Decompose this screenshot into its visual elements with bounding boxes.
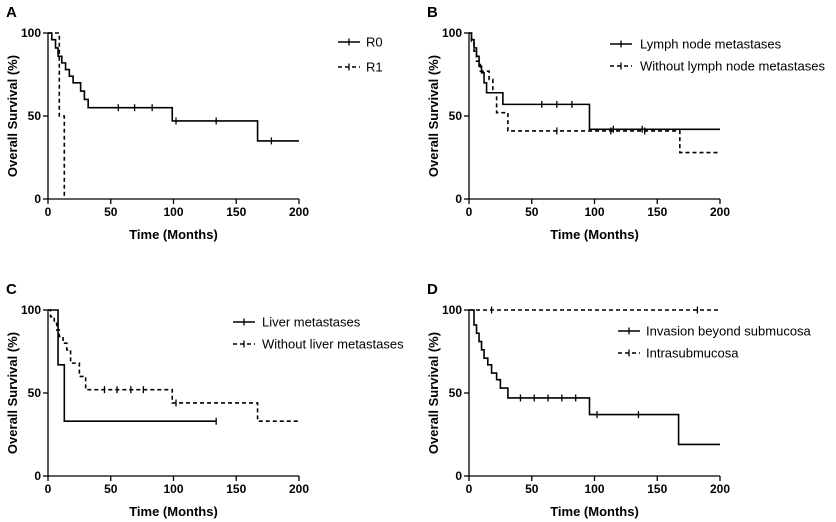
legend-label: Intrasubmucosa bbox=[646, 346, 739, 361]
y-tick-label: 0 bbox=[34, 192, 41, 206]
y-axis-title: Overall Survival (%) bbox=[426, 55, 441, 177]
x-axis-title: Time (Months) bbox=[129, 227, 218, 242]
x-tick-label: 200 bbox=[710, 482, 730, 496]
x-tick-label: 200 bbox=[289, 205, 309, 219]
legend-entry-r1: R1 bbox=[338, 60, 383, 75]
panel-label: D bbox=[427, 281, 438, 298]
x-tick-label: 0 bbox=[45, 482, 52, 496]
x-tick-label: 100 bbox=[584, 205, 604, 219]
y-tick-label: 100 bbox=[442, 26, 462, 40]
x-axis-title: Time (Months) bbox=[550, 504, 639, 519]
legend-label: Without liver metastases bbox=[262, 337, 404, 352]
panel-b: B 0 50 100 150 200 0 50 100 Time (Months) Overall … bbox=[426, 4, 825, 242]
y-tick-label: 100 bbox=[442, 303, 462, 317]
y-axis-title: Overall Survival (%) bbox=[5, 332, 20, 454]
y-tick-label: 100 bbox=[21, 26, 41, 40]
y-axis-title: Overall Survival (%) bbox=[426, 332, 441, 454]
x-tick-label: 200 bbox=[710, 205, 730, 219]
y-tick-label: 100 bbox=[21, 303, 41, 317]
panel-c: C 0 50 100 150 200 0 50 100 Time (Months) Overall … bbox=[5, 281, 404, 519]
legend-label: Lymph node metastases bbox=[640, 37, 782, 52]
y-tick-label: 50 bbox=[28, 386, 42, 400]
panel-a: A 0 50 100 150 200 0 50 100 Time (Months) Overall … bbox=[5, 4, 383, 242]
y-tick-label: 50 bbox=[449, 386, 463, 400]
legend-entry-invasion-beyond-submucosa: Invasion beyond submucosa bbox=[618, 324, 812, 339]
survival-curve-lymph-node-metastases bbox=[469, 32, 720, 131]
x-tick-label: 150 bbox=[226, 482, 246, 496]
legend-label: R0 bbox=[366, 35, 383, 50]
legend-entry-intrasubmucosa: Intrasubmucosa bbox=[618, 346, 739, 361]
survival-curve-r0 bbox=[48, 32, 299, 142]
x-tick-label: 50 bbox=[104, 205, 118, 219]
x-tick-label: 150 bbox=[647, 205, 667, 219]
y-tick-label: 0 bbox=[455, 469, 462, 483]
x-tick-label: 150 bbox=[647, 482, 667, 496]
x-axis-title: Time (Months) bbox=[550, 227, 639, 242]
legend-label: R1 bbox=[366, 60, 383, 75]
legend-label: Invasion beyond submucosa bbox=[646, 324, 812, 339]
x-tick-label: 50 bbox=[104, 482, 118, 496]
legend-entry-r0: R0 bbox=[338, 35, 383, 50]
legend-entry-without-lymph-node-metastases: Without lymph node metastases bbox=[610, 59, 825, 74]
x-tick-label: 50 bbox=[525, 205, 539, 219]
legend-entry-liver-metastases: Liver metastases bbox=[233, 315, 361, 330]
legend-label: Without lymph node metastases bbox=[640, 59, 825, 74]
y-axis-title: Overall Survival (%) bbox=[5, 55, 20, 177]
x-tick-label: 100 bbox=[163, 482, 183, 496]
legend-label: Liver metastases bbox=[262, 315, 361, 330]
survival-curve-r1 bbox=[48, 32, 66, 199]
legend-entry-lymph-node-metastases: Lymph node metastases bbox=[610, 37, 782, 52]
x-tick-label: 0 bbox=[466, 205, 473, 219]
y-tick-label: 0 bbox=[34, 469, 41, 483]
y-tick-label: 50 bbox=[449, 109, 463, 123]
x-axis-title: Time (Months) bbox=[129, 504, 218, 519]
panel-label: A bbox=[6, 4, 17, 21]
panel-label: B bbox=[427, 4, 438, 21]
y-tick-label: 0 bbox=[455, 192, 462, 206]
x-tick-label: 150 bbox=[226, 205, 246, 219]
x-tick-label: 50 bbox=[525, 482, 539, 496]
panel-label: C bbox=[6, 281, 17, 298]
survival-curve-liver-metastases bbox=[48, 309, 217, 423]
x-tick-label: 100 bbox=[584, 482, 604, 496]
y-tick-label: 50 bbox=[28, 109, 42, 123]
panel-d: D 0 50 100 150 200 0 50 100 Time (Months) Overall … bbox=[426, 281, 812, 519]
x-tick-label: 0 bbox=[466, 482, 473, 496]
x-tick-label: 0 bbox=[45, 205, 52, 219]
legend-entry-without-liver-metastases: Without liver metastases bbox=[233, 337, 404, 352]
survival-curve-without-liver-metastases bbox=[48, 309, 299, 423]
x-tick-label: 200 bbox=[289, 482, 309, 496]
x-tick-label: 100 bbox=[163, 205, 183, 219]
survival-curve-without-lymph-node-metastases bbox=[469, 32, 720, 154]
